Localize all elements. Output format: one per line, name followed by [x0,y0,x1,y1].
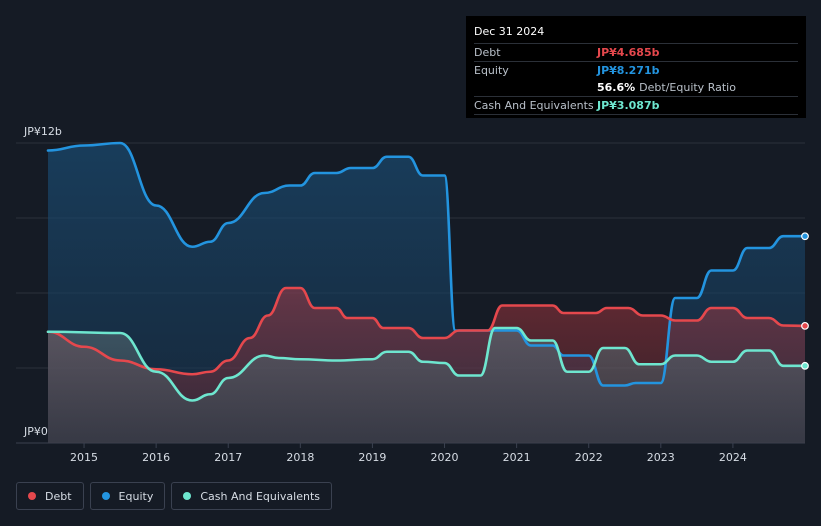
series-areas [48,143,805,443]
tooltip-row-debt: Debt JP¥4.685b [474,43,798,61]
legend-item-equity[interactable]: Equity [89,482,166,510]
tooltip-row-equity: Equity JP¥8.271b [474,61,798,79]
tooltip-debt-label: Debt [474,46,501,59]
legend-cash-label: Cash And Equivalents [200,489,320,503]
tooltip-ratio-label: Debt/Equity Ratio [639,81,736,94]
series-lines [46,141,807,402]
x-tick-label: 2018 [286,451,314,464]
equity-dot-icon [101,492,110,500]
tooltip-cash-label: Cash And Equivalents [474,99,594,112]
x-tick-label: 2017 [214,451,242,464]
tooltip-ratio-value: 56.6% [597,81,636,94]
tooltip-date: Dec 31 2024 [474,25,545,38]
debt-line [46,286,807,376]
y-tick-label-min: JP¥0 [23,425,48,438]
debt-end-marker [801,321,809,330]
equity-end-marker [801,232,809,241]
x-tick-label: 2024 [719,451,747,464]
cash-end-marker [801,361,809,370]
legend-item-cash[interactable]: Cash And Equivalents [171,482,332,510]
tooltip-row-ratio: 56.6% Debt/Equity Ratio [474,79,798,96]
x-tick-label: 2019 [358,451,386,464]
x-tick-label: 2022 [575,451,603,464]
cash-area [48,328,805,443]
tooltip-equity-label: Equity [474,64,509,77]
tooltip-panel: Dec 31 2024 Debt JP¥4.685b Equity JP¥8.2… [466,16,806,118]
tooltip-cash-value: JP¥3.087b [597,99,660,112]
equity-line [46,141,807,387]
x-tick-label: 2020 [431,451,459,464]
axes: 2015 2016 2017 2018 2019 2020 2021 2022 2023 2024… [23,125,747,464]
x-tick-label: 2021 [503,451,531,464]
y-tick-label-max: JP¥12b [23,125,62,138]
x-tick-label: 2016 [142,451,170,464]
cash-line [46,326,807,402]
tooltip-equity-value: JP¥8.271b [597,64,660,77]
x-tick-label: 2023 [647,451,675,464]
chart-legend: Debt Equity Cash And Equivalents [16,482,332,510]
legend-item-debt[interactable]: Debt [16,482,84,510]
debt-dot-icon [28,492,36,500]
cash-dot-icon [183,492,192,500]
tooltip-row-cash: Cash And Equivalents JP¥3.087b [474,96,798,114]
legend-debt-label: Debt [45,489,72,503]
tooltip-debt-value: JP¥4.685b [597,46,660,59]
x-tick-label: 2015 [70,451,98,464]
end-markers [801,232,809,370]
legend-equity-label: Equity [118,489,154,503]
